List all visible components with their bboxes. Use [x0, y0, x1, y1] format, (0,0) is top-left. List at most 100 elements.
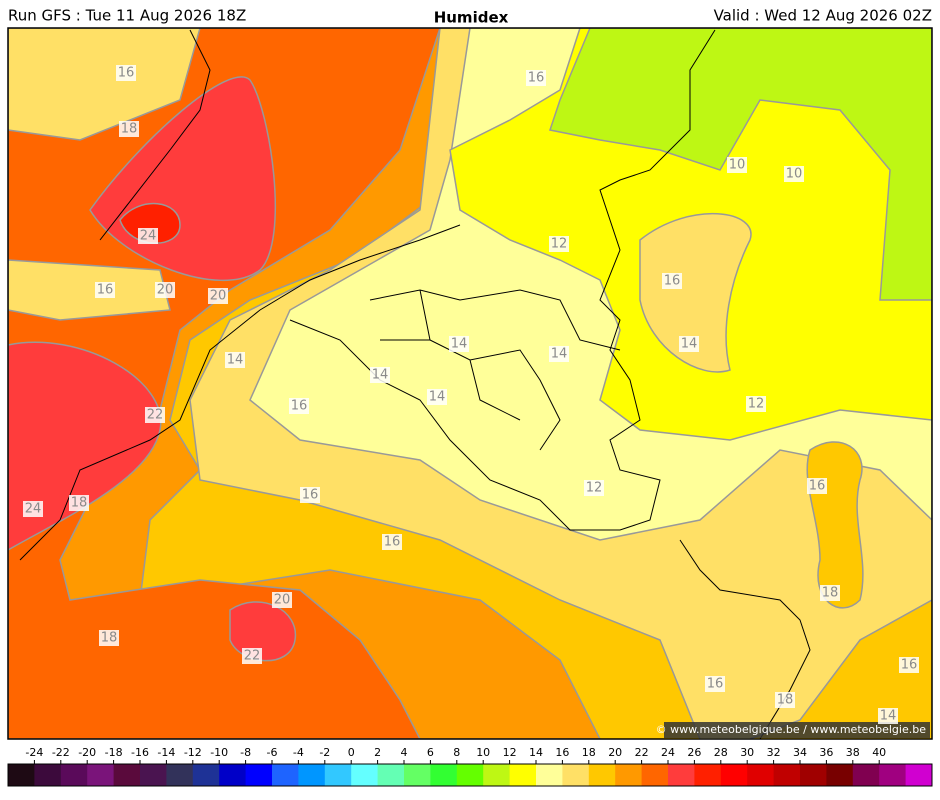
colorbar-tick-label: -6	[267, 746, 278, 759]
colorbar-tick-label: 34	[793, 746, 807, 759]
label-bg	[820, 585, 840, 601]
colorbar-swatch	[272, 764, 299, 786]
colorbar-tick-label: 6	[427, 746, 434, 759]
contour-label: 18	[777, 693, 794, 708]
contour-label: 22	[147, 408, 164, 423]
label-bg	[289, 398, 309, 414]
label-bg	[300, 487, 320, 503]
colorbar-tick-label: 8	[453, 746, 460, 759]
provinces	[369, 289, 621, 451]
colorbar-swatch	[905, 764, 933, 786]
region-18-left	[8, 28, 201, 321]
colorbar-swatch	[140, 764, 167, 786]
label-bg	[727, 157, 747, 173]
copyright: © www.meteobelgique.be / www.meteobelgie…	[656, 723, 927, 736]
contour-label: 12	[586, 481, 603, 496]
colorbar-tick-label: 20	[608, 746, 622, 759]
colorbar-swatch	[615, 764, 643, 786]
colorbar-tick-label: 2	[374, 746, 381, 759]
contour-label: 14	[372, 368, 389, 383]
colorbar-tick-label: 10	[476, 746, 490, 759]
label-bg	[899, 657, 919, 673]
contour-label: 16	[291, 399, 308, 414]
colorbar-swatch	[192, 764, 220, 786]
colorbar-frame	[7, 763, 933, 787]
contour-label: 16	[901, 658, 918, 673]
colorbar-tick-label: -4	[293, 746, 304, 759]
contour-label: 16	[97, 283, 114, 298]
contour-label: 18	[71, 496, 88, 511]
copyright-box	[664, 722, 930, 738]
colorbar-tick-label: 30	[740, 746, 754, 759]
colorbar-tick-label: -20	[78, 746, 96, 759]
colorbar-swatch	[852, 764, 880, 786]
colorbar-swatch	[588, 764, 616, 786]
colorbar-swatch	[456, 764, 484, 786]
colorbar-swatch	[668, 764, 695, 786]
colorbar-tick-label: -22	[52, 746, 70, 759]
contour-label: 24	[140, 229, 157, 244]
colorbar-tick-label: 28	[714, 746, 728, 759]
contour-label: 22	[244, 649, 261, 664]
colorbar-tick-label: -2	[319, 746, 330, 759]
contour-label: 16	[528, 71, 545, 86]
colorbar-tick-label: -18	[105, 746, 123, 759]
contour-label: 10	[729, 158, 746, 173]
contour-label: 12	[748, 397, 765, 412]
label-bg	[69, 495, 89, 511]
borders	[19, 29, 811, 739]
label-bg	[119, 121, 139, 137]
colorbar-tick-label: 4	[401, 746, 408, 759]
label-bg	[679, 336, 699, 352]
colorbar-tick-label: -12	[184, 746, 202, 759]
colorbar-swatch	[377, 764, 405, 786]
colorbar-tick-label: 22	[635, 746, 649, 759]
colorbar-swatch	[8, 764, 35, 786]
label-bg	[449, 336, 469, 352]
colorbar-tick-label: -16	[131, 746, 149, 759]
region-26	[119, 203, 181, 244]
label-bg	[427, 389, 447, 405]
colorbar-tick-label: -14	[157, 746, 175, 759]
contour-label: 20	[274, 593, 291, 608]
colorbar-swatch	[113, 764, 141, 786]
label-bg	[99, 630, 119, 646]
colorbar-swatch	[509, 764, 537, 786]
map-frame	[7, 27, 933, 740]
colorbar-swatch	[800, 764, 827, 786]
colorbar-swatch	[536, 764, 563, 786]
valid-info: Valid : Wed 12 Aug 2026 02Z	[714, 7, 932, 25]
map: © www.meteobelgique.be / www.meteobelgie…	[7, 27, 933, 740]
label-bg	[584, 480, 604, 496]
colorbar-swatch	[245, 764, 273, 786]
colorbar-tick-label: -10	[210, 746, 228, 759]
contour-label: 16	[664, 274, 681, 289]
colorbar-tick-label: 36	[819, 746, 833, 759]
colorbar-swatch	[166, 764, 194, 786]
colorbar-swatch	[483, 764, 511, 786]
colorbar-tick-label: 12	[503, 746, 517, 759]
contour-label: 16	[809, 479, 826, 494]
label-bg	[208, 288, 228, 304]
contour-label: 10	[786, 167, 803, 182]
label-bg	[549, 236, 569, 252]
colorbar-swatch	[219, 764, 247, 786]
colorbar-tick-label: 0	[348, 746, 355, 759]
label-bg	[382, 534, 402, 550]
colorbar-swatch	[562, 764, 590, 786]
colorbar-swatch	[298, 764, 326, 786]
colorbar-swatch	[826, 764, 854, 786]
label-bg	[370, 367, 390, 383]
contour-label: 14	[880, 709, 897, 724]
label-bg	[549, 346, 569, 362]
colorbar-tick-label: 18	[582, 746, 596, 759]
colorbar-swatch	[720, 764, 748, 786]
label-bg	[878, 708, 898, 724]
colorbar-tick-label: 40	[872, 746, 886, 759]
label-bg	[807, 478, 827, 494]
contour-label: 24	[25, 502, 42, 517]
run-info: Run GFS : Tue 11 Aug 2026 18Z	[8, 7, 246, 25]
label-bg	[775, 692, 795, 708]
